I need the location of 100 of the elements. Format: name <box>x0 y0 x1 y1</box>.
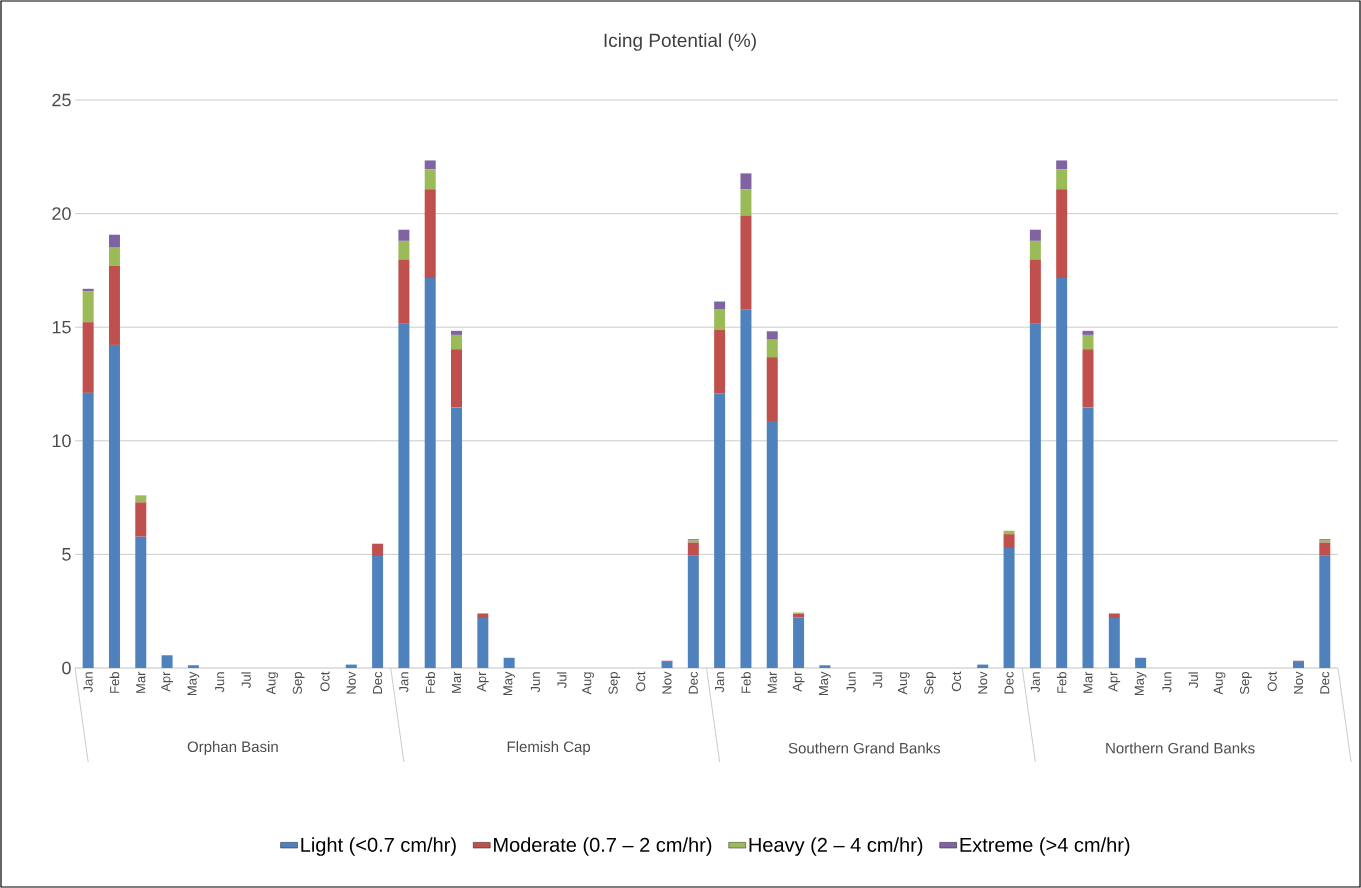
bar <box>1082 330 1094 335</box>
bar <box>1003 548 1015 668</box>
x-tick-label: Jul <box>556 672 567 688</box>
bar <box>766 357 778 422</box>
bar <box>1003 534 1015 549</box>
x-tick-label: May <box>819 671 831 696</box>
x-tick-label: Mar <box>767 671 777 693</box>
bar <box>714 329 726 394</box>
bar <box>372 543 384 556</box>
bar <box>108 247 120 266</box>
bar <box>187 665 199 668</box>
x-tick-label: Feb <box>1056 672 1067 693</box>
bar <box>108 344 120 668</box>
bar <box>424 169 436 190</box>
x-tick-label: Jan <box>715 672 725 693</box>
x-tick-label: Feb <box>425 672 435 693</box>
bar <box>82 291 94 323</box>
bar <box>82 288 94 292</box>
bar <box>424 160 436 170</box>
bar <box>1082 349 1094 408</box>
x-tick-label: Jun <box>215 672 225 693</box>
bar <box>161 655 173 668</box>
x-tick-label: Jun <box>846 672 856 693</box>
x-tick-label: Oct <box>1267 671 1277 692</box>
text: Northern Grand Banks <box>1106 742 1255 754</box>
x-tick-label: Oct <box>951 671 962 692</box>
bar <box>477 618 489 668</box>
x-tick-label: Jul <box>872 672 883 688</box>
bar <box>398 259 410 324</box>
x-tick-label: Apr <box>161 671 173 692</box>
bar <box>1056 169 1068 190</box>
bar <box>108 265 120 345</box>
bar <box>451 349 463 408</box>
x-tick-label: Aug <box>582 672 594 695</box>
bar <box>398 229 410 241</box>
x-tick-label: Jul <box>241 672 251 688</box>
bar <box>1319 542 1331 556</box>
bar <box>740 215 752 310</box>
x-tick-label: May <box>503 671 515 696</box>
bar <box>819 665 831 668</box>
bar <box>687 555 699 668</box>
bar <box>135 495 147 503</box>
bar <box>1108 618 1120 668</box>
bar <box>714 301 726 310</box>
x-tick-label: Oct <box>320 671 330 692</box>
bar <box>687 542 699 556</box>
legend-label: Light (<0.7 cm/hr) <box>301 837 456 856</box>
bar <box>766 339 778 358</box>
text: Orphan Basin <box>187 741 278 755</box>
bar <box>135 502 147 537</box>
x-tick-label: May <box>187 671 200 696</box>
x-tick-label: Nov <box>978 671 988 694</box>
x-tick-label: Mar <box>451 671 462 693</box>
x-tick-label: Jan <box>399 672 409 693</box>
bar <box>1108 613 1120 619</box>
x-tick-label: Aug <box>266 672 279 695</box>
legend-label: Extreme (>4 cm/hr) <box>960 837 1130 856</box>
x-tick-label: Sep <box>292 672 305 695</box>
bar <box>1029 259 1041 324</box>
bar <box>503 657 515 668</box>
y-tick-label: 15 <box>52 320 71 334</box>
bar <box>1292 661 1304 668</box>
bar <box>108 234 120 248</box>
x-tick-label: Apr <box>792 671 805 692</box>
x-tick-label: May <box>1134 671 1147 696</box>
x-tick-label: Mar <box>136 671 146 693</box>
x-tick-label: Sep <box>1239 672 1252 695</box>
bar <box>451 334 463 350</box>
bar <box>451 407 463 668</box>
x-tick-label: Oct <box>636 671 646 692</box>
x-tick-label: Feb <box>109 672 120 693</box>
bar <box>398 323 410 668</box>
y-tick-label: 5 <box>62 548 71 561</box>
bar <box>1082 407 1094 668</box>
bar <box>793 617 805 668</box>
x-tick-label: Jan <box>1030 672 1040 693</box>
legend-label: Heavy (2 – 4 cm/hr) <box>749 837 923 856</box>
y-tick-label: 25 <box>52 93 71 107</box>
bar <box>740 173 752 190</box>
x-tick-label: Apr <box>1108 671 1121 692</box>
bar <box>740 189 752 216</box>
x-tick-label: Nov <box>662 671 672 694</box>
bar <box>451 330 463 335</box>
x-tick-label: Aug <box>1213 672 1226 695</box>
bar <box>372 555 384 668</box>
x-tick-label: Aug <box>898 672 910 695</box>
bar <box>477 613 489 619</box>
x-tick-label: Dec <box>373 671 383 694</box>
bar <box>1029 229 1041 241</box>
bar <box>82 392 94 668</box>
bar <box>740 309 752 668</box>
bar <box>1082 334 1094 350</box>
bar <box>135 536 147 668</box>
text: Southern Grand Banks <box>788 742 941 754</box>
x-tick-label: Dec <box>688 671 698 694</box>
bar <box>1135 657 1147 668</box>
bar <box>1056 160 1068 170</box>
x-tick-label: Sep <box>924 672 937 695</box>
x-tick-label: Jun <box>530 672 540 693</box>
y-tick-label: 0 <box>62 661 71 675</box>
